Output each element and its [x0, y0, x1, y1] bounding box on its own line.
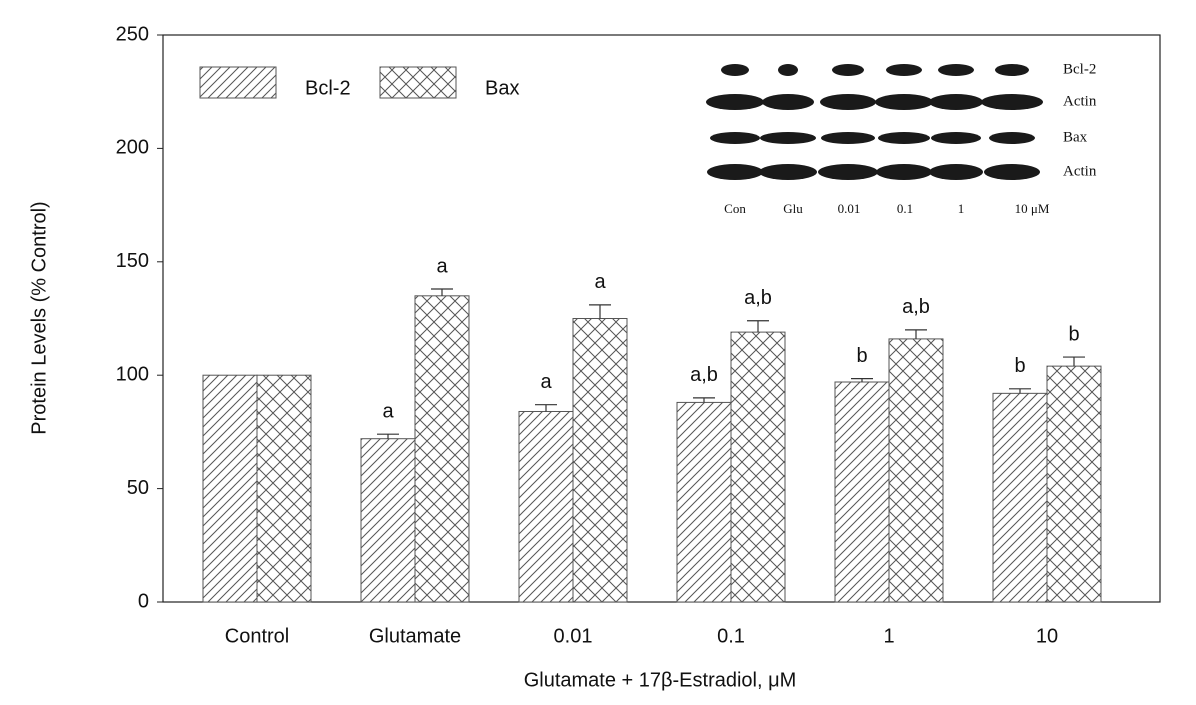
bar [572, 318, 628, 603]
blot-band [938, 64, 974, 76]
blot-row-label: Bax [1063, 129, 1088, 145]
blot-band [832, 64, 864, 76]
x-tick-label: 1 [883, 625, 894, 647]
significance-label: b [856, 345, 867, 367]
x-tick-label: 0.1 [717, 625, 745, 647]
blot-band [995, 64, 1029, 76]
significance-label: a [436, 255, 448, 277]
blot-band [878, 132, 930, 144]
bar [1046, 365, 1102, 603]
significance-label: a [540, 371, 552, 393]
legend-swatch [379, 66, 457, 99]
blot-lane-label: 1 [958, 201, 965, 216]
significance-label: b [1014, 355, 1025, 377]
blot-band [886, 64, 922, 76]
blot-lane-label: 0.01 [838, 201, 861, 216]
bar [730, 331, 786, 603]
blot-row-label: Bcl-2 [1063, 61, 1096, 77]
blot-band [818, 164, 878, 180]
inset-blot: Bcl-2 Actin Bax Actin Con Glu 0.01 0.1 1 10 μM [700, 55, 1097, 225]
legend-swatch [199, 66, 277, 99]
significance-label: a,b [690, 364, 718, 386]
error-bar [431, 288, 453, 296]
blot-band [984, 164, 1040, 180]
blot-band [762, 94, 814, 110]
plot-frame [162, 34, 1161, 603]
significance-label: a,b [902, 296, 930, 318]
blot-band [778, 64, 798, 76]
blot-band [929, 94, 983, 110]
bar [202, 374, 258, 603]
bar [360, 438, 416, 603]
error-bar [589, 304, 611, 319]
blot-band [875, 94, 933, 110]
blot-band [989, 132, 1035, 144]
error-bar [747, 320, 769, 333]
blot-row-label: Actin [1063, 163, 1097, 179]
error-bar [693, 397, 715, 403]
significance-label: a [382, 400, 394, 422]
blot-band [929, 164, 983, 180]
blot-band [931, 132, 981, 144]
blot-band [721, 64, 749, 76]
error-bar [1009, 388, 1031, 394]
significance-label: b [1068, 323, 1079, 345]
x-tick-label: 0.01 [554, 625, 593, 647]
y-tick-label: 250 [116, 23, 149, 45]
y-axis-label: Protein Levels (% Control) [28, 201, 50, 434]
significance-label: a [594, 271, 606, 293]
y-tick-label: 100 [116, 363, 149, 385]
x-tick-label: 10 [1036, 625, 1058, 647]
error-bar [535, 404, 557, 412]
blot-band [821, 132, 875, 144]
blot-band [981, 94, 1043, 110]
x-axis-label: Glutamate + 17β-Estradiol, μM [524, 669, 797, 691]
y-tick-label: 200 [116, 137, 149, 159]
x-tick-label: Glutamate [369, 625, 461, 647]
blot-band [760, 132, 816, 144]
blot-band [707, 164, 763, 180]
bar [414, 295, 470, 603]
error-bar [905, 329, 927, 339]
blot-band [710, 132, 760, 144]
bar [256, 374, 312, 603]
y-tick-label: 50 [127, 477, 149, 499]
y-tick-label: 150 [116, 250, 149, 272]
bar [992, 392, 1048, 603]
error-bar [377, 433, 399, 439]
bar [518, 410, 574, 603]
error-bar [851, 378, 873, 383]
bar [676, 401, 732, 603]
blot-row-label: Actin [1063, 93, 1097, 109]
blot-lane-label: Glu [783, 201, 803, 216]
legend-label: Bax [485, 77, 519, 99]
blot-band [876, 164, 932, 180]
bar [888, 338, 944, 603]
error-bar [1063, 356, 1085, 367]
blot-band [706, 94, 764, 110]
blot-band [820, 94, 876, 110]
x-tick-label: Control [225, 625, 289, 647]
bar [834, 381, 890, 603]
blot-band [759, 164, 817, 180]
blot-lane-label: 0.1 [897, 201, 913, 216]
blot-lane-label: Con [724, 201, 746, 216]
legend-label: Bcl-2 [305, 77, 351, 99]
blot-lane-label: 10 μM [1015, 201, 1050, 216]
y-tick-label: 0 [138, 590, 149, 612]
significance-label: a,b [744, 287, 772, 309]
